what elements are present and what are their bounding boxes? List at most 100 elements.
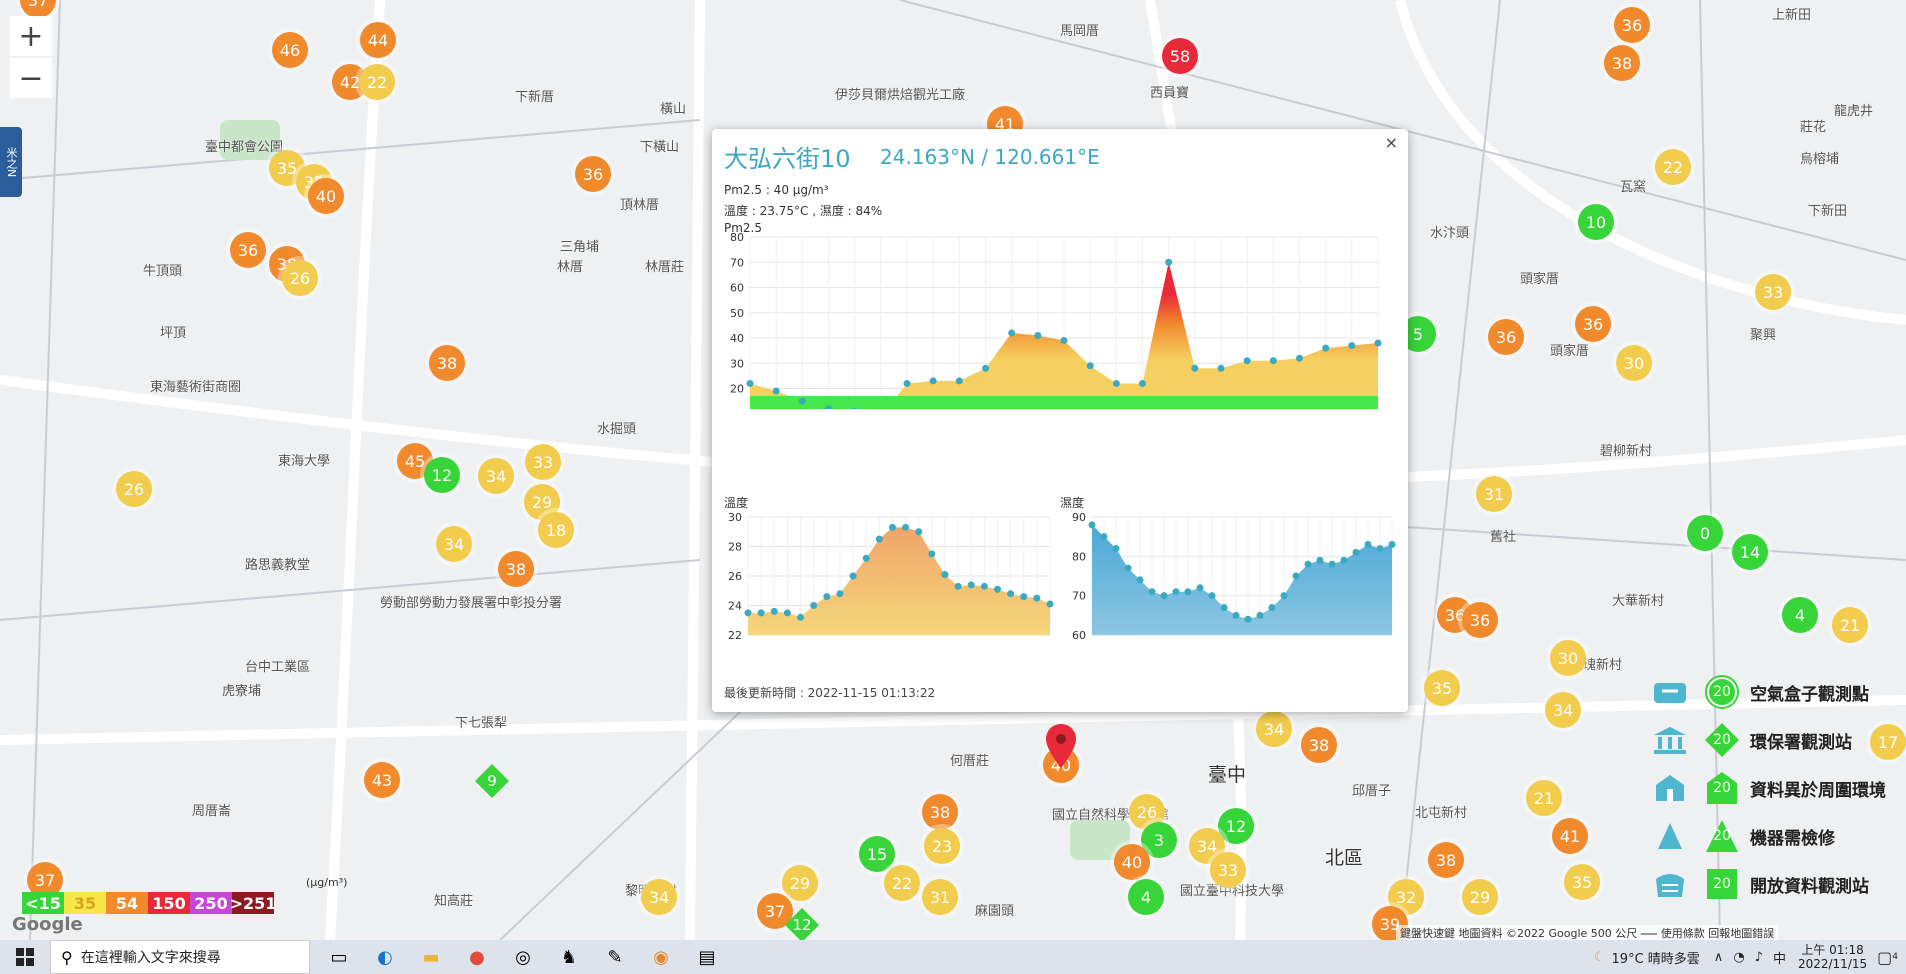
y-tick-label: 60 xyxy=(730,282,744,295)
tray-chevron-icon[interactable]: ∧ xyxy=(1713,949,1724,965)
legend-badge: 20 xyxy=(1704,818,1740,854)
airbox-marker[interactable]: 36 xyxy=(1462,602,1498,638)
chrome-icon[interactable]: ● xyxy=(469,946,485,968)
weather-text[interactable]: 19°C 晴時多雲 xyxy=(1611,951,1700,967)
airbox-marker[interactable]: 38 xyxy=(1428,842,1464,878)
airbox-marker[interactable]: 38 xyxy=(1301,727,1337,763)
airbox-marker[interactable]: 34 xyxy=(436,526,472,562)
airbox-marker[interactable]: 38 xyxy=(922,794,958,830)
airbox-marker[interactable]: 34 xyxy=(478,458,514,494)
data-point xyxy=(1296,354,1303,362)
airbox-marker[interactable]: 18 xyxy=(538,512,574,548)
network-icon[interactable]: ◔ xyxy=(1733,949,1745,965)
airbox-marker[interactable]: 4 xyxy=(1128,879,1164,915)
data-point xyxy=(903,379,911,387)
airbox-marker[interactable]: 35 xyxy=(1564,864,1600,900)
airbox-marker[interactable]: 21 xyxy=(1832,607,1868,643)
airbox-marker[interactable]: 17 xyxy=(1870,724,1906,760)
airbox-marker[interactable]: 23 xyxy=(924,828,960,864)
y-tick-label: 80 xyxy=(730,231,744,244)
epa-station-marker[interactable]: 9 xyxy=(475,764,509,798)
file-explorer-icon[interactable]: ▬ xyxy=(422,946,440,968)
airbox-marker[interactable]: 58 xyxy=(1162,38,1198,74)
airbox-marker[interactable]: 38 xyxy=(498,551,534,587)
airbox-marker[interactable]: 31 xyxy=(922,879,958,915)
volume-icon[interactable]: ♪ xyxy=(1754,949,1763,965)
map-credits[interactable]: 鍵盤快速鍵 地圖資料 ©2022 Google 500 公尺 ⎯⎯⎯ 使用條款 … xyxy=(1396,925,1779,940)
airbox-marker[interactable]: 35 xyxy=(1424,670,1460,706)
airbox-marker[interactable]: 36 xyxy=(575,156,611,192)
airbox-marker[interactable]: 30 xyxy=(1616,345,1652,381)
airbox-marker[interactable]: 36 xyxy=(230,232,266,268)
airbox-marker[interactable]: 38 xyxy=(1604,45,1640,81)
airbox-marker[interactable]: 33 xyxy=(525,444,561,480)
airbox-marker[interactable]: 26 xyxy=(282,260,318,296)
edge-browser-icon[interactable]: ◐ xyxy=(377,946,393,968)
airbox-marker[interactable]: 36 xyxy=(1488,319,1524,355)
airbox-marker[interactable]: 33 xyxy=(1755,274,1791,310)
airbox-marker[interactable]: 22 xyxy=(1655,149,1691,185)
airbox-marker[interactable]: 21 xyxy=(1526,780,1562,816)
airbox-marker[interactable]: 41 xyxy=(1552,818,1588,854)
airbox-marker[interactable]: 43 xyxy=(364,762,400,798)
airbox-marker[interactable]: 12 xyxy=(1218,808,1254,844)
notification-icon[interactable]: ▢ xyxy=(1877,947,1893,967)
airbox-marker[interactable]: 10 xyxy=(1578,204,1614,240)
zoom-out-button[interactable]: − xyxy=(10,58,52,98)
location-pin-icon[interactable] xyxy=(1046,724,1076,770)
app-icon-2[interactable]: ♞ xyxy=(560,946,578,968)
y-tick-label: 70 xyxy=(730,256,744,269)
app-icon-3[interactable]: ✎ xyxy=(607,946,623,968)
legend-badge: 20 xyxy=(1704,770,1740,806)
task-view-icon[interactable]: ▭ xyxy=(330,946,348,968)
airbox-marker[interactable]: 36 xyxy=(1575,306,1611,342)
blender-icon[interactable]: ◉ xyxy=(653,946,669,968)
airbox-marker[interactable]: 12 xyxy=(424,457,460,493)
close-icon[interactable]: × xyxy=(1384,133,1398,152)
airbox-marker[interactable]: 14 xyxy=(1732,534,1768,570)
airbox-marker[interactable]: 29 xyxy=(782,865,818,901)
airbox-marker[interactable]: 38 xyxy=(429,345,465,381)
airbox-marker[interactable]: 29 xyxy=(1462,879,1498,915)
app-icon-4[interactable]: ▤ xyxy=(698,946,716,968)
taskbar-search-box[interactable]: ⚲ 在這裡輸入文字來搜尋 xyxy=(50,940,310,974)
data-point xyxy=(980,582,988,590)
airbox-marker[interactable]: 22 xyxy=(884,865,920,901)
map-place-label: 聚興 xyxy=(1750,328,1777,343)
airbox-marker[interactable]: 44 xyxy=(360,22,396,58)
zoom-in-button[interactable]: + xyxy=(10,16,52,56)
map-canvas[interactable]: 馬岡厝 西員寶 下新厝 橫山 下橫山 伊莎貝爾烘焙觀光工廠 臺中都會公園 頂林厝 三角埔 林厝 林厝… xyxy=(0,0,1906,940)
airbox-marker[interactable]: 30 xyxy=(1550,640,1586,676)
epa-station-marker[interactable]: 12 xyxy=(785,908,819,940)
taskbar-clock[interactable]: 上午 01:18 2022/11/15 xyxy=(1798,943,1867,971)
map-place-label: 伊莎貝爾烘焙觀光工廠 xyxy=(835,88,966,103)
airbox-marker[interactable]: 34 xyxy=(1256,711,1292,747)
side-panel-tab[interactable]: 米之N xyxy=(0,127,22,197)
map-place-label: 何厝莊 xyxy=(950,754,990,769)
airbox-marker[interactable]: 36 xyxy=(1614,7,1650,43)
airbox-marker[interactable]: 0 xyxy=(1687,515,1723,551)
airbox-marker[interactable]: 33 xyxy=(1210,852,1246,888)
airbox-marker[interactable]: 15 xyxy=(859,836,895,872)
airbox-marker[interactable]: 37 xyxy=(20,0,56,18)
ime-indicator[interactable]: 中 xyxy=(1772,951,1786,967)
airbox-marker[interactable]: 34 xyxy=(1545,692,1581,728)
windows-start-icon[interactable] xyxy=(8,940,42,974)
airbox-marker[interactable]: 39 xyxy=(1372,906,1408,940)
airbox-marker[interactable]: 34 xyxy=(641,879,677,915)
airbox-marker[interactable]: 40 xyxy=(1114,844,1150,880)
app-icon-1[interactable]: ◎ xyxy=(515,946,531,968)
airbox-marker[interactable]: 26 xyxy=(116,471,152,507)
airbox-marker[interactable]: 34 xyxy=(1189,828,1225,864)
airbox-marker[interactable]: 22 xyxy=(359,64,395,100)
data-point xyxy=(875,535,883,543)
pm-legend-item: 250 xyxy=(190,892,232,914)
pm-color-legend: <15 35 54 150 250 >251 xyxy=(22,892,276,914)
data-point xyxy=(902,523,910,531)
airbox-marker[interactable]: 46 xyxy=(272,32,308,68)
data-point xyxy=(851,407,858,409)
airbox-marker[interactable]: 4 xyxy=(1782,597,1818,633)
airbox-marker[interactable]: 31 xyxy=(1476,476,1512,512)
pm25-chart: 0102030405060708001050913172101 xyxy=(730,231,1382,409)
airbox-marker[interactable]: 40 xyxy=(308,178,344,214)
